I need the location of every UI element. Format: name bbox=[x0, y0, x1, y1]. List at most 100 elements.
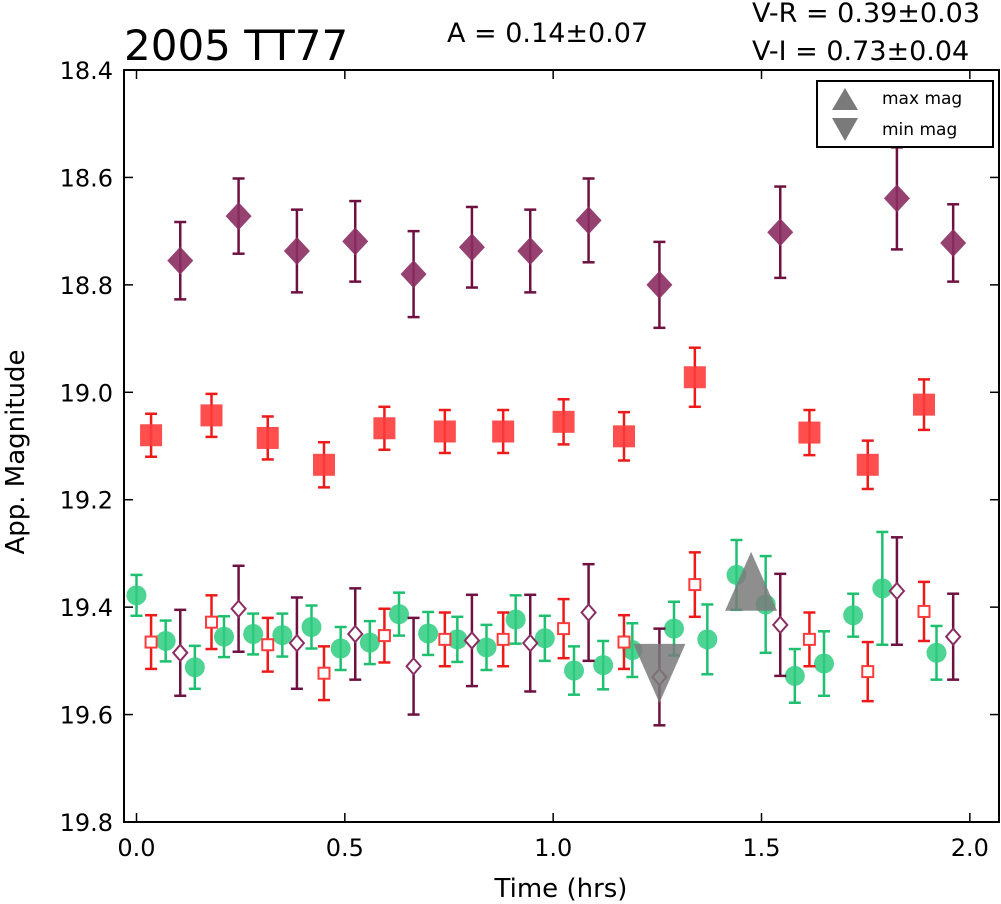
x-tick-label: 0.0 bbox=[117, 834, 155, 862]
green-circle-point bbox=[301, 617, 322, 638]
purple-open-diamond-point bbox=[230, 599, 247, 619]
purple-filled-diamond-point bbox=[458, 233, 485, 262]
legend-max-mag-label: max mag bbox=[882, 89, 962, 109]
purple-open-diamond-point bbox=[171, 643, 189, 663]
red-filled-square-point bbox=[913, 393, 935, 416]
red-open-square-point bbox=[496, 632, 510, 646]
purple-open-diamond-point bbox=[888, 581, 906, 601]
green-circle-point bbox=[447, 629, 468, 650]
green-circle-point bbox=[359, 632, 380, 653]
purple-filled-diamond-point bbox=[400, 260, 427, 289]
green-circle-point bbox=[872, 578, 893, 599]
red-filled-square-point bbox=[200, 404, 223, 427]
red-open-square-point bbox=[861, 665, 875, 679]
red-filled-square-point bbox=[552, 410, 575, 433]
red-open-square-point bbox=[261, 638, 275, 652]
legend-min-mag-label: min mag bbox=[882, 120, 957, 140]
y-tick-label: 19.8 bbox=[60, 809, 113, 837]
min-mag-marker bbox=[633, 643, 686, 703]
red-filled-square-point bbox=[492, 420, 515, 443]
green-circle-point bbox=[126, 585, 147, 606]
purple-filled-diamond-point bbox=[575, 206, 602, 235]
red-open-square-point bbox=[144, 635, 158, 649]
green-circle-point bbox=[330, 638, 351, 659]
red-filled-square-point bbox=[683, 366, 706, 389]
legend-max-mag-icon bbox=[832, 88, 858, 110]
purple-open-diamond-point bbox=[771, 615, 789, 635]
purple-filled-diamond-point bbox=[342, 227, 369, 256]
purple-open-diamond-point bbox=[521, 633, 539, 653]
red-filled-square-point bbox=[373, 417, 396, 440]
green-circle-point bbox=[184, 657, 205, 678]
x-tick-label: 0.5 bbox=[326, 834, 364, 862]
legend-min-mag-icon bbox=[832, 118, 858, 141]
purple-filled-diamond-point bbox=[167, 246, 194, 275]
y-axis-label: App. Magnitude bbox=[1, 349, 31, 554]
y-tick-label: 19.4 bbox=[60, 594, 113, 622]
green-circle-point bbox=[564, 660, 584, 681]
red-filled-square-point bbox=[613, 425, 635, 448]
v-r-annotation: V-R = 0.39±0.03 bbox=[752, 0, 980, 29]
red-filled-square-point bbox=[433, 420, 456, 443]
green-circle-point bbox=[593, 655, 614, 676]
green-circle-point bbox=[784, 665, 805, 686]
green-circle-point bbox=[843, 605, 864, 626]
purple-open-diamond-point bbox=[463, 630, 481, 650]
red-filled-square-point bbox=[313, 453, 335, 476]
red-open-square-point bbox=[802, 632, 816, 646]
red-filled-square-point bbox=[798, 421, 821, 444]
max-mag-marker bbox=[725, 551, 778, 611]
red-open-square-point bbox=[317, 666, 331, 680]
purple-filled-diamond-point bbox=[767, 218, 794, 247]
purple-filled-diamond-point bbox=[883, 184, 910, 213]
purple-filled-diamond-point bbox=[646, 270, 673, 299]
red-open-square-point bbox=[557, 622, 571, 636]
purple-open-diamond-point bbox=[580, 602, 597, 623]
purple-filled-diamond-point bbox=[940, 228, 967, 257]
green-circle-point bbox=[926, 642, 947, 663]
y-tick-label: 18.8 bbox=[60, 272, 113, 300]
purple-open-diamond-point bbox=[944, 627, 962, 647]
plot-frame bbox=[123, 69, 1000, 823]
x-tick-label: 2.0 bbox=[951, 834, 989, 862]
red-open-square-point bbox=[377, 629, 391, 643]
red-open-square-point bbox=[438, 632, 452, 646]
green-circle-point bbox=[418, 623, 439, 644]
purple-filled-diamond-point bbox=[225, 202, 252, 231]
y-tick-label: 18.4 bbox=[60, 57, 113, 85]
green-circle-point bbox=[476, 637, 497, 658]
red-open-square-point bbox=[917, 604, 931, 618]
purple-filled-diamond-point bbox=[517, 237, 544, 266]
green-circle-point bbox=[389, 604, 409, 625]
red-open-square-point bbox=[688, 578, 702, 592]
v-i-annotation: V-I = 0.73±0.04 bbox=[752, 36, 969, 67]
amplitude-annotation: A = 0.14±0.07 bbox=[447, 18, 648, 49]
red-filled-square-point bbox=[256, 426, 279, 449]
y-tick-label: 19.0 bbox=[60, 379, 113, 407]
purple-open-diamond-point bbox=[346, 624, 364, 644]
y-tick-label: 18.6 bbox=[60, 164, 113, 192]
green-circle-point bbox=[534, 628, 555, 649]
purple-filled-diamond-point bbox=[283, 237, 310, 266]
green-circle-point bbox=[814, 653, 834, 674]
axis-tick-labels: 0.0 0.5 1.0 1.5 2.0 18.4 18.6 18.8 19.0 19.2 19.4 1… bbox=[60, 57, 989, 862]
plot-marks bbox=[126, 146, 967, 727]
red-open-square-point bbox=[617, 635, 631, 649]
green-circle-point bbox=[505, 609, 526, 630]
green-circle-point bbox=[664, 618, 684, 639]
purple-open-diamond-point bbox=[405, 656, 422, 676]
chart-title: 2005 TT77 bbox=[124, 21, 348, 70]
green-circle-point bbox=[272, 625, 293, 646]
green-circle-point bbox=[155, 630, 176, 651]
legend: max mag min mag bbox=[816, 80, 994, 148]
green-circle-point bbox=[214, 626, 234, 647]
red-open-square-point bbox=[205, 615, 218, 629]
purple-open-diamond-point bbox=[288, 633, 306, 653]
y-tick-label: 19.6 bbox=[60, 702, 113, 730]
x-tick-label: 1.0 bbox=[534, 834, 572, 862]
red-filled-square-point bbox=[856, 453, 879, 476]
green-circle-point bbox=[697, 629, 718, 650]
x-axis-label: Time (hrs) bbox=[494, 874, 628, 904]
x-tick-label: 1.5 bbox=[742, 834, 780, 862]
